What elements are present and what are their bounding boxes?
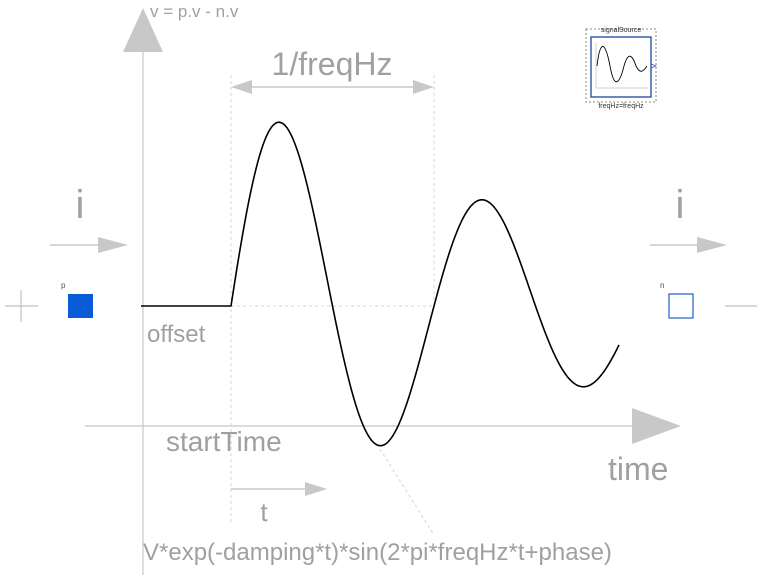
pin-p-label: p [61,281,66,290]
period-arrow-left-head [231,80,252,94]
current-out-arrowhead [697,237,727,253]
positive-pin-p[interactable] [68,294,93,318]
icon-selection-frame [585,28,657,103]
signal-source-icon[interactable]: signalSource freqHz=freqHz [585,27,657,110]
current-in-arrowhead [98,237,128,253]
offset-label: offset [147,321,206,348]
current-in-label: i [76,183,85,227]
time-axis-label: time [608,451,668,487]
formula-label: V*exp(-damping*t)*sin(2*pi*freqHz*t+phas… [143,539,612,566]
period-label: 1/freqHz [272,46,393,82]
time-axis-arrowhead [632,408,681,444]
formula-pointer [379,448,435,536]
period-arrow-right-head [413,80,434,94]
t-label: t [260,497,268,527]
icon-pin-n [650,63,657,69]
t-arrowhead [305,482,327,496]
start-time-label: startTime [166,426,282,457]
icon-name: signalSource [601,27,642,34]
negative-pin-n[interactable] [668,293,694,319]
damped-sine-curve [141,121,620,447]
vertical-axis-arrowhead [123,8,163,52]
icon-parameter: freqHz=freqHz [598,103,644,110]
icon-wave [596,46,648,83]
current-out-label: i [676,183,685,227]
v-equation-label: v = p.v - n.v [150,2,239,21]
pin-n-label: n [660,281,664,290]
